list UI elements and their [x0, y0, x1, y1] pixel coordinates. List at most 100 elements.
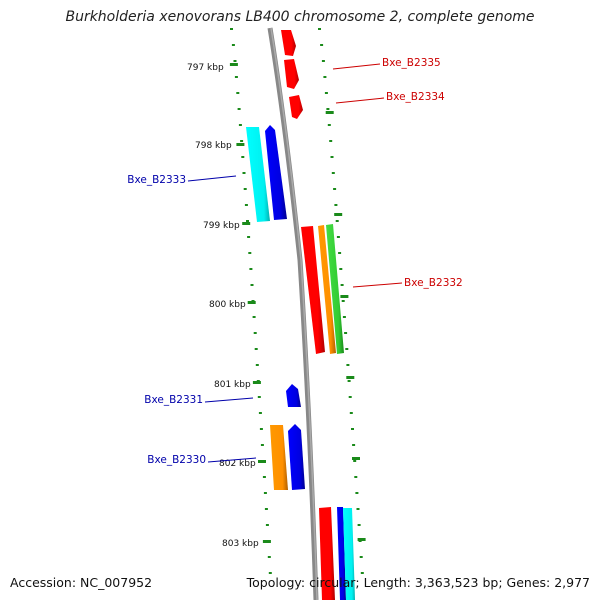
- gene-label-b2335[interactable]: Bxe_B2335: [382, 57, 441, 69]
- accession-text: Accession: NC_007952: [10, 575, 153, 590]
- minor-tick: [346, 364, 350, 366]
- minor-tick: [335, 220, 339, 222]
- minor-tick: [349, 412, 353, 414]
- minor-tick: [320, 44, 324, 46]
- minor-tick: [252, 316, 256, 318]
- cds-feature-b2332-red[interactable]: [301, 226, 325, 354]
- tick-track-right: [318, 28, 366, 574]
- cds-feature-bottom-red[interactable]: [319, 507, 335, 600]
- minor-tick: [359, 556, 363, 558]
- minor-tick: [356, 508, 360, 510]
- minor-tick: [264, 508, 268, 510]
- minor-tick: [354, 476, 358, 478]
- gene-label-b2331[interactable]: Bxe_B2331: [144, 394, 203, 406]
- minor-tick: [249, 268, 253, 270]
- major-tick: [334, 213, 343, 216]
- minor-tick: [344, 332, 348, 334]
- major-tick: [229, 63, 238, 66]
- minor-tick: [247, 236, 251, 238]
- major-tick: [247, 301, 256, 304]
- minor-tick: [243, 188, 247, 190]
- minor-tick: [244, 204, 248, 206]
- cds-feature-b2335[interactable]: [284, 59, 299, 89]
- minor-tick: [254, 348, 258, 350]
- minor-tick: [236, 92, 240, 94]
- minor-tick: [257, 396, 261, 398]
- minor-tick: [262, 476, 266, 478]
- tick-label-799: 799 kbp: [203, 221, 240, 231]
- minor-tick: [321, 60, 325, 62]
- minor-tick: [351, 428, 354, 430]
- major-tick: [340, 295, 349, 298]
- chromosome-backbone-shade: [270, 27, 318, 600]
- minor-tick: [355, 492, 359, 494]
- minor-tick: [360, 572, 364, 574]
- minor-tick: [357, 524, 361, 526]
- minor-tick: [338, 252, 342, 254]
- minor-tick: [353, 460, 357, 462]
- tick-label-802: 802 kbp: [219, 459, 256, 469]
- minor-tick: [323, 76, 327, 78]
- cds-feature-b2332-orange[interactable]: [318, 225, 336, 354]
- minor-tick: [268, 572, 272, 574]
- leader-line-b2335: [332, 63, 381, 70]
- minor-tick: [324, 92, 328, 94]
- gene-label-b2332[interactable]: Bxe_B2332: [404, 277, 463, 289]
- minor-tick: [341, 300, 345, 302]
- minor-tick: [255, 364, 259, 366]
- genome-summary-text: Topology: circular; Length: 3,363,523 bp…: [246, 575, 590, 590]
- minor-tick: [238, 124, 242, 126]
- minor-tick: [231, 44, 235, 46]
- cds-feature-b2332-green[interactable]: [326, 224, 344, 354]
- minor-tick: [267, 556, 271, 558]
- cds-feature-b2334[interactable]: [289, 95, 303, 119]
- leader-line-b2333: [187, 175, 237, 182]
- minor-tick: [326, 108, 330, 110]
- cds-feature-b2333-blue[interactable]: [265, 125, 287, 220]
- minor-tick: [352, 444, 356, 446]
- major-tick: [346, 376, 355, 379]
- minor-tick: [250, 284, 254, 286]
- tick-label-803: 803 kbp: [222, 539, 259, 549]
- major-tick: [262, 540, 271, 543]
- gene-label-b2334[interactable]: Bxe_B2334: [386, 91, 445, 103]
- major-tick: [258, 460, 266, 463]
- minor-tick: [241, 156, 245, 158]
- cds-feature-b2330-orange[interactable]: [270, 425, 288, 490]
- minor-tick: [318, 28, 321, 30]
- minor-tick: [340, 284, 344, 286]
- leader-line-b2330: [207, 457, 257, 463]
- major-tick: [325, 111, 334, 114]
- gene-label-b2333[interactable]: Bxe_B2333: [127, 174, 186, 186]
- tick-label-797: 797 kbp: [187, 63, 224, 73]
- leader-line-b2331: [204, 397, 254, 403]
- minor-tick: [339, 268, 343, 270]
- minor-tick: [334, 204, 338, 206]
- minor-tick: [333, 188, 337, 190]
- major-tick: [352, 457, 360, 460]
- cds-feature-b2330-blue[interactable]: [288, 424, 305, 490]
- chromosome-backbone: [267, 27, 319, 600]
- minor-tick: [259, 428, 263, 430]
- cds-feature-b2336[interactable]: [281, 30, 296, 56]
- cds-feature-bottom-cyan[interactable]: [343, 508, 355, 600]
- gene-label-b2330[interactable]: Bxe_B2330: [147, 454, 206, 466]
- major-tick: [236, 143, 245, 146]
- minor-tick: [260, 444, 264, 446]
- major-tick: [357, 538, 366, 541]
- minor-tick: [253, 332, 257, 334]
- major-tick: [252, 381, 261, 384]
- minor-tick: [234, 76, 238, 78]
- cds-feature-b2331[interactable]: [286, 384, 301, 407]
- minor-tick: [242, 172, 246, 174]
- minor-tick: [336, 236, 340, 238]
- map-title: Burkholderia xenovorans LB400 chromosome…: [65, 9, 535, 25]
- tick-track-left: [229, 28, 272, 574]
- minor-tick: [348, 396, 352, 398]
- minor-tick: [263, 492, 267, 494]
- minor-tick: [329, 140, 333, 142]
- cds-feature-b2333-cyan[interactable]: [246, 127, 270, 222]
- minor-tick: [347, 380, 351, 382]
- minor-tick: [330, 156, 334, 158]
- major-tick: [242, 222, 251, 225]
